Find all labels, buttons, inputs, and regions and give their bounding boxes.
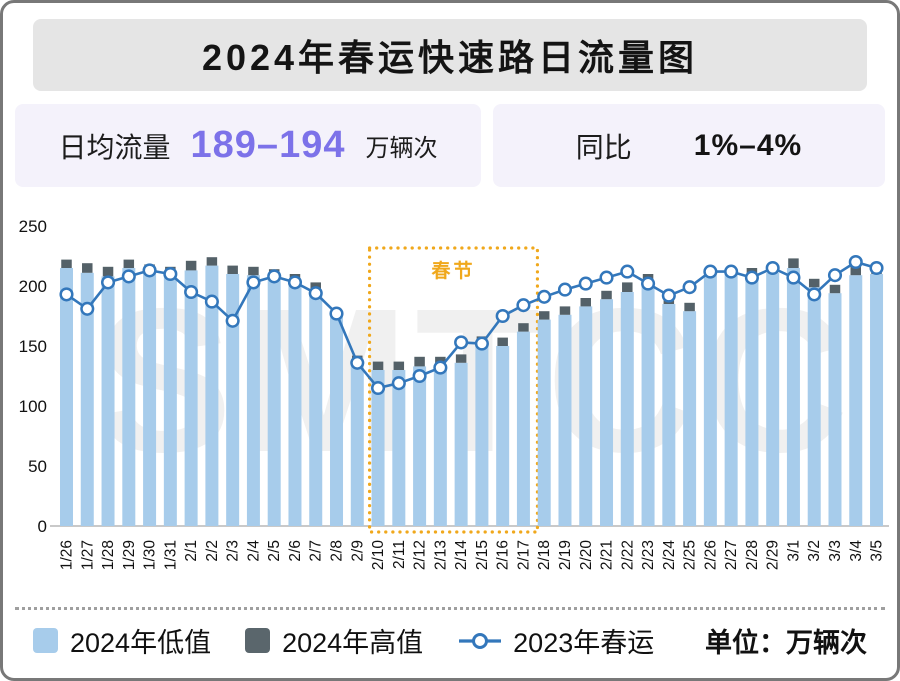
svg-text:2/19: 2/19 bbox=[557, 540, 574, 570]
svg-text:250: 250 bbox=[19, 217, 47, 236]
svg-text:2/2: 2/2 bbox=[204, 540, 221, 562]
svg-text:3/5: 3/5 bbox=[869, 540, 886, 562]
svg-text:2/7: 2/7 bbox=[308, 540, 325, 562]
daily-flow-value: 189–194 bbox=[190, 124, 346, 166]
svg-text:1/26: 1/26 bbox=[59, 540, 76, 570]
svg-text:2/1: 2/1 bbox=[183, 540, 200, 562]
svg-text:SMTCC: SMTCC bbox=[96, 266, 855, 495]
svg-text:2/20: 2/20 bbox=[578, 540, 595, 571]
legend-item-high: 2024年高值 bbox=[245, 621, 423, 660]
dotted-separator bbox=[15, 607, 885, 610]
svg-text:2/10: 2/10 bbox=[370, 540, 387, 571]
svg-text:2/6: 2/6 bbox=[287, 540, 304, 562]
svg-text:2/16: 2/16 bbox=[495, 540, 512, 570]
daily-flow-unit: 万辆次 bbox=[365, 135, 438, 162]
svg-text:2/21: 2/21 bbox=[599, 540, 616, 570]
svg-text:2/22: 2/22 bbox=[619, 540, 636, 570]
svg-text:2/17: 2/17 bbox=[515, 540, 532, 570]
svg-text:2/15: 2/15 bbox=[474, 540, 491, 570]
legend-low-label: 2024年低值 bbox=[70, 628, 212, 658]
svg-text:2/27: 2/27 bbox=[723, 540, 740, 570]
svg-text:200: 200 bbox=[19, 277, 47, 296]
svg-text:1/29: 1/29 bbox=[121, 540, 138, 570]
daily-flow-label: 日均流量 bbox=[58, 131, 171, 163]
daily-flow-stat-box: 日均流量 189–194 万辆次 bbox=[15, 104, 481, 187]
stats-row: 日均流量 189–194 万辆次 同比 1%–4% bbox=[15, 104, 885, 187]
svg-text:2/24: 2/24 bbox=[661, 540, 678, 571]
legend-high-label: 2024年高值 bbox=[282, 628, 424, 658]
high-value-swatch-icon bbox=[245, 628, 271, 653]
svg-text:0: 0 bbox=[38, 517, 47, 536]
svg-text:2/28: 2/28 bbox=[744, 540, 761, 570]
legend-item-line: 2023年春运 bbox=[457, 621, 654, 660]
legend-line-label: 2023年春运 bbox=[513, 628, 655, 658]
svg-text:1/28: 1/28 bbox=[100, 540, 117, 570]
svg-text:2/14: 2/14 bbox=[453, 540, 470, 571]
title-bar: 2024年春运快速路日流量图 bbox=[33, 19, 867, 91]
yoy-label: 同比 bbox=[575, 131, 632, 163]
low-value-swatch-icon bbox=[33, 628, 58, 653]
yoy-stat-box: 同比 1%–4% bbox=[493, 104, 885, 187]
svg-text:3/2: 3/2 bbox=[806, 540, 823, 562]
svg-text:2/8: 2/8 bbox=[329, 540, 346, 562]
svg-text:100: 100 bbox=[19, 397, 47, 416]
unit-note: 单位：万辆次 bbox=[705, 628, 867, 658]
svg-text:2/18: 2/18 bbox=[536, 540, 553, 570]
svg-text:2/26: 2/26 bbox=[702, 540, 719, 570]
svg-text:150: 150 bbox=[19, 337, 47, 356]
svg-text:3/3: 3/3 bbox=[827, 540, 844, 562]
svg-text:2/13: 2/13 bbox=[432, 540, 449, 570]
legend-row: 2024年低值 2024年高值 2023年春运 单位：万辆次 bbox=[33, 621, 867, 660]
svg-text:2/29: 2/29 bbox=[765, 540, 782, 570]
svg-text:1/30: 1/30 bbox=[142, 540, 159, 571]
svg-text:2/12: 2/12 bbox=[412, 540, 429, 570]
page-title: 2024年春运快速路日流量图 bbox=[201, 37, 699, 78]
line-series-icon bbox=[459, 632, 502, 649]
legend-item-low: 2024年低值 bbox=[33, 621, 211, 660]
svg-text:3/4: 3/4 bbox=[848, 540, 865, 562]
svg-text:50: 50 bbox=[28, 457, 47, 476]
svg-text:2/4: 2/4 bbox=[245, 540, 262, 562]
svg-text:1/31: 1/31 bbox=[162, 540, 179, 570]
svg-text:2/11: 2/11 bbox=[391, 540, 408, 569]
svg-text:2/23: 2/23 bbox=[640, 540, 657, 570]
svg-text:3/1: 3/1 bbox=[785, 540, 802, 562]
svg-text:春节: 春节 bbox=[431, 259, 475, 282]
svg-text:2/25: 2/25 bbox=[682, 540, 699, 570]
yoy-value: 1%–4% bbox=[693, 128, 803, 162]
svg-text:2/3: 2/3 bbox=[225, 540, 242, 562]
svg-text:1/27: 1/27 bbox=[79, 540, 96, 570]
svg-text:2/5: 2/5 bbox=[266, 540, 283, 562]
svg-text:2/9: 2/9 bbox=[349, 540, 366, 562]
